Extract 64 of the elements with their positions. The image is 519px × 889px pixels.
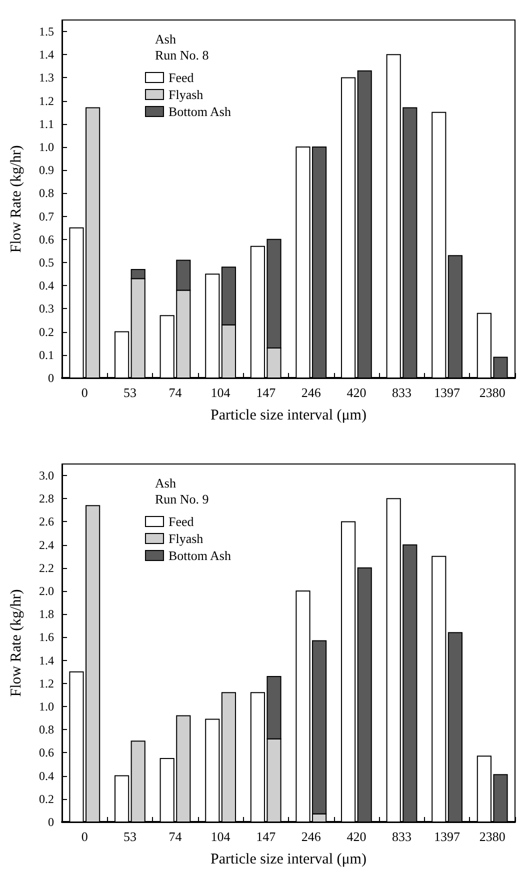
y-tick-label: 0.1 bbox=[39, 348, 54, 362]
y-tick-label: 1.8 bbox=[39, 607, 54, 622]
x-tick-label: 53 bbox=[123, 829, 136, 844]
y-tick-label: 0.4 bbox=[39, 278, 54, 293]
x-tick-label: 0 bbox=[81, 829, 88, 844]
y-tick-label: 1.4 bbox=[39, 653, 54, 668]
y-tick-label: 0.4 bbox=[39, 768, 54, 783]
legend-label: Flyash bbox=[168, 531, 204, 546]
y-axis-title: Flow Rate (kg/hr) bbox=[8, 145, 24, 253]
y-tick-label: 1.0 bbox=[39, 700, 54, 714]
y-tick-label: 0.8 bbox=[39, 186, 54, 200]
legend-label: Bottom Ash bbox=[168, 548, 232, 563]
x-tick-label: 1397 bbox=[434, 385, 461, 400]
x-tick-label: 74 bbox=[168, 829, 182, 844]
y-axis-title: Flow Rate (kg/hr) bbox=[8, 589, 24, 697]
y-tick-label: 2.8 bbox=[39, 492, 54, 506]
x-tick-label: 0 bbox=[81, 385, 88, 400]
y-tick-label: 1.1 bbox=[39, 116, 54, 131]
y-tick-label: 1.2 bbox=[39, 676, 54, 690]
legend-label: Feed bbox=[168, 514, 194, 529]
y-tick-label: 2.4 bbox=[39, 538, 54, 552]
x-tick-label: 104 bbox=[210, 385, 231, 400]
y-tick-label: 0 bbox=[48, 371, 54, 385]
y-tick-label: 0.3 bbox=[39, 302, 54, 316]
legend-label: Feed bbox=[168, 70, 194, 85]
y-tick-label: 0.8 bbox=[39, 722, 54, 737]
y-tick-label: 0.6 bbox=[39, 746, 54, 760]
legend-title: Ash Run No. 8 bbox=[155, 32, 209, 62]
y-tick-label: 0.5 bbox=[39, 256, 54, 270]
x-tick-label: 833 bbox=[392, 829, 412, 844]
legend-label: Bottom Ash bbox=[168, 104, 232, 119]
y-tick-label: 1.2 bbox=[39, 94, 54, 108]
y-tick-label: 0.7 bbox=[39, 209, 54, 224]
x-tick-label: 420 bbox=[346, 829, 366, 844]
x-tick-label: 147 bbox=[256, 829, 276, 844]
x-tick-label: 1397 bbox=[434, 829, 461, 844]
y-tick-label: 2.2 bbox=[39, 560, 54, 575]
y-tick-label: 1.4 bbox=[39, 48, 54, 62]
y-tick-label: 0.2 bbox=[39, 792, 54, 806]
x-tick-label: 104 bbox=[210, 829, 231, 844]
y-tick-label: 0.6 bbox=[39, 232, 54, 246]
y-tick-label: 1.6 bbox=[39, 630, 54, 644]
x-tick-label: 246 bbox=[301, 385, 322, 400]
y-tick-label: 3.0 bbox=[39, 468, 54, 483]
y-tick-label: 0.2 bbox=[39, 324, 54, 339]
x-tick-label: 2380 bbox=[479, 385, 506, 400]
y-tick-label: 2.0 bbox=[39, 584, 54, 598]
y-tick-label: 2.6 bbox=[39, 514, 54, 529]
y-tick-label: 1.5 bbox=[39, 24, 54, 39]
x-tick-label: 147 bbox=[256, 385, 276, 400]
x-tick-label: 246 bbox=[301, 829, 322, 844]
legend-label: Flyash bbox=[168, 87, 204, 102]
x-tick-label: 833 bbox=[392, 385, 412, 400]
y-tick-label: 0.9 bbox=[39, 163, 54, 178]
x-tick-label: 2380 bbox=[479, 829, 506, 844]
x-tick-label: 420 bbox=[346, 385, 366, 400]
x-tick-label: 53 bbox=[123, 385, 136, 400]
legend-title: Ash Run No. 9 bbox=[155, 476, 209, 506]
y-tick-label: 1.0 bbox=[39, 140, 54, 154]
x-tick-label: 74 bbox=[168, 385, 182, 400]
y-tick-label: 1.3 bbox=[39, 70, 54, 85]
x-axis-title: Particle size interval (μm) bbox=[210, 852, 366, 868]
y-tick-label: 0 bbox=[48, 815, 54, 829]
x-axis-title: Particle size interval (μm) bbox=[210, 408, 366, 424]
